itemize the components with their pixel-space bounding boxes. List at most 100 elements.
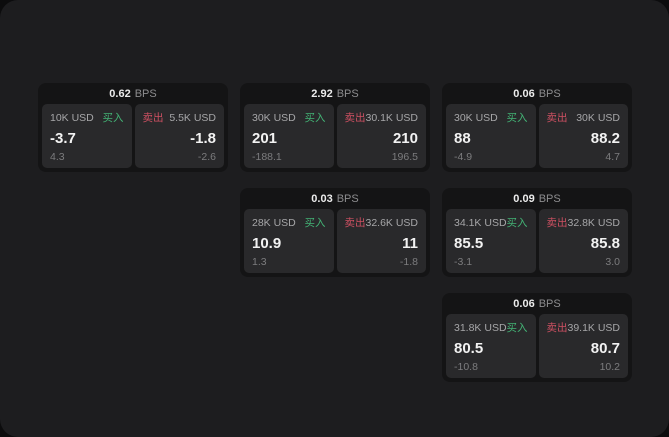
sell-side-label: 卖出	[142, 112, 164, 124]
cards-grid: 0.62 BPS 10K USD 买入 -3.7 4.3 卖出 5.5K USD…	[38, 83, 632, 382]
buy-notional: 28K USD	[252, 216, 296, 229]
card-bps-header: 0.06 BPS	[446, 83, 628, 104]
sell-notional: 32.8K USD	[567, 216, 621, 229]
sell-price: 11	[402, 234, 418, 252]
sell-notional: 30.1K USD	[365, 111, 419, 124]
card-body: 10K USD 买入 -3.7 4.3 卖出 5.5K USD -1.8 -2.…	[42, 104, 224, 168]
buy-side-label: 买入	[506, 322, 528, 334]
sell-notional: 5.5K USD	[169, 111, 216, 124]
buy-tile-top-row: 30K USD 买入	[252, 110, 326, 125]
sell-quote-tile[interactable]: 卖出 5.5K USD -1.8 -2.6	[134, 104, 224, 168]
bps-unit-label: BPS	[336, 87, 359, 100]
buy-notional: 30K USD	[252, 111, 296, 124]
sell-quote-tile[interactable]: 卖出 39.1K USD 80.7 10.2	[538, 314, 628, 378]
buy-side-label: 买入	[304, 112, 326, 124]
sell-quote-tile[interactable]: 卖出 30K USD 88.2 4.7	[538, 104, 628, 168]
sell-quote-tile[interactable]: 卖出 32.6K USD 11 -1.8	[336, 209, 426, 273]
bps-value: 0.06	[513, 297, 535, 310]
sell-delta: 3.0	[605, 256, 620, 268]
buy-notional: 10K USD	[50, 111, 94, 124]
buy-notional: 34.1K USD	[454, 216, 507, 229]
card-body: 34.1K USD 买入 85.5 -3.1 卖出 32.8K USD 85.8…	[446, 209, 628, 273]
card-bps-header: 0.09 BPS	[446, 188, 628, 209]
sell-delta: 4.7	[605, 151, 620, 163]
sell-notional: 30K USD	[576, 111, 620, 124]
card-body: 28K USD 买入 10.9 1.3 卖出 32.6K USD 11 -1.8	[244, 209, 426, 273]
bps-unit-label: BPS	[538, 192, 561, 205]
sell-tile-top-row: 卖出 32.6K USD	[345, 215, 419, 230]
sell-quote-tile[interactable]: 卖出 30.1K USD 210 196.5	[336, 104, 426, 168]
card-bps-header: 0.62 BPS	[42, 83, 224, 104]
buy-notional: 30K USD	[454, 111, 498, 124]
bps-unit-label: BPS	[538, 87, 561, 100]
quote-card: 0.03 BPS 28K USD 买入 10.9 1.3 卖出 32.6K US…	[240, 188, 430, 277]
buy-quote-tile[interactable]: 34.1K USD 买入 85.5 -3.1	[446, 209, 536, 273]
buy-quote-tile[interactable]: 10K USD 买入 -3.7 4.3	[42, 104, 132, 168]
sell-delta: 10.2	[599, 361, 620, 373]
sell-notional: 32.6K USD	[365, 216, 419, 229]
quote-card: 0.62 BPS 10K USD 买入 -3.7 4.3 卖出 5.5K USD…	[38, 83, 228, 172]
quote-card: 0.06 BPS 31.8K USD 买入 80.5 -10.8 卖出 39.1…	[442, 293, 632, 382]
quote-card: 0.06 BPS 30K USD 买入 88 -4.9 卖出 30K USD 8…	[442, 83, 632, 172]
buy-side-label: 买入	[304, 217, 326, 229]
buy-quote-tile[interactable]: 30K USD 买入 201 -188.1	[244, 104, 334, 168]
buy-delta: -4.9	[454, 151, 473, 163]
card-bps-header: 0.06 BPS	[446, 293, 628, 314]
sell-quote-tile[interactable]: 卖出 32.8K USD 85.8 3.0	[538, 209, 628, 273]
sell-tile-top-row: 卖出 32.8K USD	[547, 215, 621, 230]
buy-tile-top-row: 34.1K USD 买入	[454, 215, 528, 230]
buy-price: 85.5	[454, 234, 484, 252]
buy-side-label: 买入	[506, 217, 528, 229]
sell-delta: 196.5	[391, 151, 418, 163]
buy-quote-tile[interactable]: 31.8K USD 买入 80.5 -10.8	[446, 314, 536, 378]
buy-delta: 4.3	[50, 151, 65, 163]
buy-delta: -10.8	[454, 361, 478, 373]
sell-delta: -1.8	[399, 256, 418, 268]
buy-price: 80.5	[454, 339, 484, 357]
sell-side-label: 卖出	[546, 322, 568, 334]
buy-side-label: 买入	[506, 112, 528, 124]
bps-value: 0.06	[513, 87, 535, 100]
quote-card: 2.92 BPS 30K USD 买入 201 -188.1 卖出 30.1K …	[240, 83, 430, 172]
sell-price: 88.2	[590, 129, 620, 147]
sell-price: 80.7	[590, 339, 620, 357]
sell-price: 210	[392, 129, 418, 147]
bps-value: 0.62	[109, 87, 131, 100]
buy-price: 201	[252, 129, 278, 147]
quote-card: 0.09 BPS 34.1K USD 买入 85.5 -3.1 卖出 32.8K…	[442, 188, 632, 277]
sell-delta: -2.6	[197, 151, 216, 163]
sell-side-label: 卖出	[344, 112, 366, 124]
buy-price: 88	[454, 129, 471, 147]
sell-side-label: 卖出	[546, 217, 568, 229]
card-body: 30K USD 买入 201 -188.1 卖出 30.1K USD 210 1…	[244, 104, 426, 168]
sell-tile-top-row: 卖出 39.1K USD	[547, 320, 621, 335]
buy-tile-top-row: 31.8K USD 买入	[454, 320, 528, 335]
sell-tile-top-row: 卖出 30.1K USD	[345, 110, 419, 125]
buy-price: -3.7	[50, 129, 76, 147]
card-body: 30K USD 买入 88 -4.9 卖出 30K USD 88.2 4.7	[446, 104, 628, 168]
card-bps-header: 0.03 BPS	[244, 188, 426, 209]
bps-unit-label: BPS	[538, 297, 561, 310]
buy-tile-top-row: 10K USD 买入	[50, 110, 124, 125]
sell-tile-top-row: 卖出 30K USD	[547, 110, 621, 125]
buy-quote-tile[interactable]: 28K USD 买入 10.9 1.3	[244, 209, 334, 273]
card-bps-header: 2.92 BPS	[244, 83, 426, 104]
buy-tile-top-row: 30K USD 买入	[454, 110, 528, 125]
buy-delta: 1.3	[252, 256, 267, 268]
card-body: 31.8K USD 买入 80.5 -10.8 卖出 39.1K USD 80.…	[446, 314, 628, 378]
buy-notional: 31.8K USD	[454, 321, 507, 334]
buy-delta: -188.1	[252, 151, 282, 163]
buy-quote-tile[interactable]: 30K USD 买入 88 -4.9	[446, 104, 536, 168]
buy-tile-top-row: 28K USD 买入	[252, 215, 326, 230]
bps-value: 2.92	[311, 87, 333, 100]
sell-side-label: 卖出	[546, 112, 568, 124]
sell-side-label: 卖出	[344, 217, 366, 229]
bps-unit-label: BPS	[134, 87, 157, 100]
sell-notional: 39.1K USD	[567, 321, 621, 334]
buy-side-label: 买入	[102, 112, 124, 124]
sell-price: 85.8	[590, 234, 620, 252]
bps-value: 0.09	[513, 192, 535, 205]
sell-price: -1.8	[190, 129, 216, 147]
buy-price: 10.9	[252, 234, 282, 252]
